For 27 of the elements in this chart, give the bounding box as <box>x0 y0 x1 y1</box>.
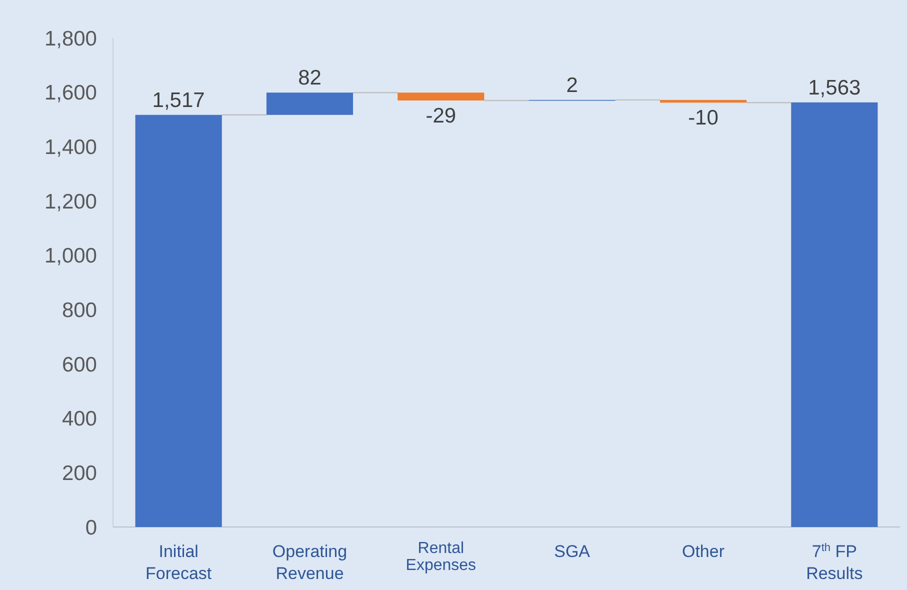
bar <box>660 100 747 103</box>
y-tick-label: 1,000 <box>44 244 97 268</box>
bar <box>398 92 484 100</box>
data-label: 2 <box>566 74 578 97</box>
x-tick-label: Initial Forecast <box>146 542 212 583</box>
y-tick-label: 400 <box>62 408 97 431</box>
y-tick-label: 0 <box>85 516 97 540</box>
y-tick-label: 1,400 <box>44 136 97 160</box>
data-label: -29 <box>426 104 456 128</box>
x-tick-label: Rental Expenses <box>406 540 476 574</box>
x-tick-label: SGA <box>554 542 591 561</box>
data-label: -10 <box>688 106 718 130</box>
y-tick-label: 600 <box>62 353 97 376</box>
data-label: 82 <box>298 66 322 90</box>
y-tick-label: 1,800 <box>44 27 97 50</box>
x-tick-label: Other <box>682 542 725 561</box>
bar <box>266 92 354 115</box>
bar <box>135 114 222 527</box>
y-tick-label: 200 <box>62 462 97 486</box>
x-tick-label: Operating Revenue <box>272 542 348 583</box>
y-tick-label: 1,200 <box>44 190 97 214</box>
data-label: 1,563 <box>808 76 861 100</box>
y-tick-label: 800 <box>62 299 97 322</box>
data-label: 1,517 <box>152 88 205 112</box>
y-tick-label: 1,600 <box>44 82 97 105</box>
bar <box>791 102 878 527</box>
x-tick-label: 7$^{th}$ FP Results <box>806 542 863 583</box>
